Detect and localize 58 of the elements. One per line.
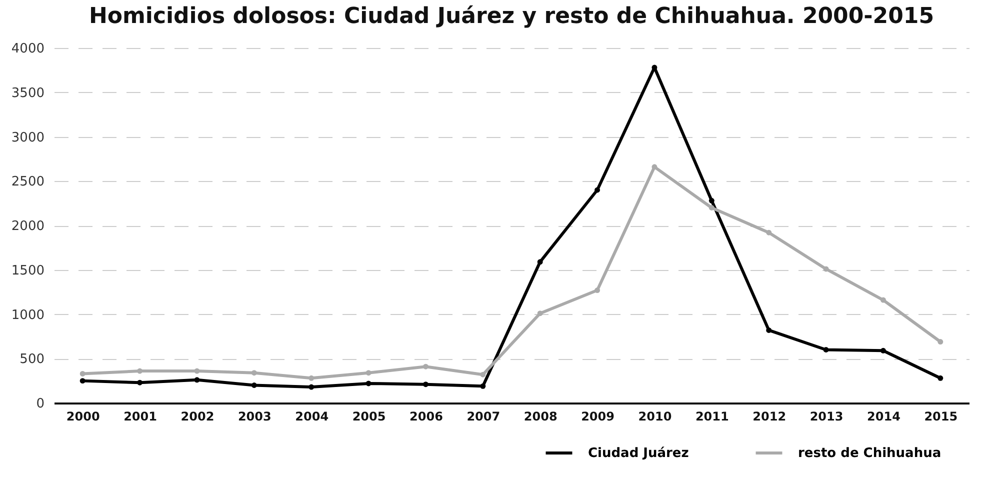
x-tick-label: 2012 bbox=[752, 410, 786, 424]
point bbox=[708, 198, 714, 204]
x-tick-label: 2010 bbox=[638, 410, 672, 424]
point bbox=[823, 347, 829, 352]
y-tick-label: 0 bbox=[36, 396, 44, 412]
point bbox=[251, 370, 257, 376]
point bbox=[880, 297, 886, 303]
point bbox=[137, 368, 143, 374]
point bbox=[594, 187, 600, 193]
point bbox=[422, 382, 428, 388]
point bbox=[938, 375, 944, 381]
point bbox=[80, 378, 86, 384]
point bbox=[194, 368, 200, 374]
point bbox=[308, 375, 314, 381]
x-tick-label: 2015 bbox=[924, 410, 958, 424]
y-tick-label: 3000 bbox=[11, 130, 44, 146]
x-tick-label: 2013 bbox=[810, 410, 844, 424]
point bbox=[537, 259, 543, 265]
point bbox=[251, 382, 257, 388]
legend-label: Ciudad Juárez bbox=[588, 446, 689, 461]
point bbox=[938, 339, 944, 344]
point bbox=[594, 288, 600, 294]
x-tick-label: 2009 bbox=[581, 410, 614, 424]
point bbox=[308, 384, 314, 390]
legend-label: resto de Chihuahua bbox=[798, 446, 942, 461]
chart-title: Homicidios dolosos: Ciudad Juárez y resto de Chihuahua. 2000-2015 bbox=[88, 4, 934, 29]
y-tick-label: 2000 bbox=[11, 219, 44, 234]
y-tick-label: 1500 bbox=[11, 263, 44, 278]
point bbox=[194, 377, 200, 383]
x-tick-label: 2003 bbox=[238, 410, 272, 424]
x-tick-label: 2005 bbox=[352, 410, 386, 424]
point bbox=[80, 370, 86, 376]
point bbox=[366, 380, 372, 386]
x-tick-label: 2002 bbox=[180, 410, 214, 424]
point bbox=[366, 370, 372, 376]
point bbox=[766, 327, 772, 333]
x-tick-label: 2011 bbox=[695, 410, 729, 424]
y-tick-label: 1000 bbox=[11, 308, 44, 323]
x-tick-label: 2007 bbox=[466, 410, 500, 424]
x-tick-label: 2006 bbox=[410, 410, 443, 424]
point bbox=[766, 230, 772, 236]
x-tick-label: 2008 bbox=[524, 410, 558, 424]
point bbox=[537, 310, 543, 316]
y-tick-label: 2500 bbox=[11, 174, 44, 190]
x-tick-label: 2000 bbox=[66, 410, 100, 424]
point bbox=[823, 266, 829, 272]
y-tick-label: 4000 bbox=[11, 42, 44, 56]
point bbox=[652, 164, 658, 170]
point bbox=[880, 348, 886, 354]
y-tick-label: 500 bbox=[20, 352, 44, 368]
point bbox=[422, 364, 428, 370]
x-tick-label: 2004 bbox=[295, 410, 329, 424]
y-tick-label: 3500 bbox=[11, 86, 44, 101]
x-tick-label: 2001 bbox=[124, 410, 157, 424]
point bbox=[708, 205, 714, 210]
point bbox=[480, 383, 486, 389]
point bbox=[480, 372, 486, 378]
x-tick-label: 2014 bbox=[867, 410, 900, 424]
